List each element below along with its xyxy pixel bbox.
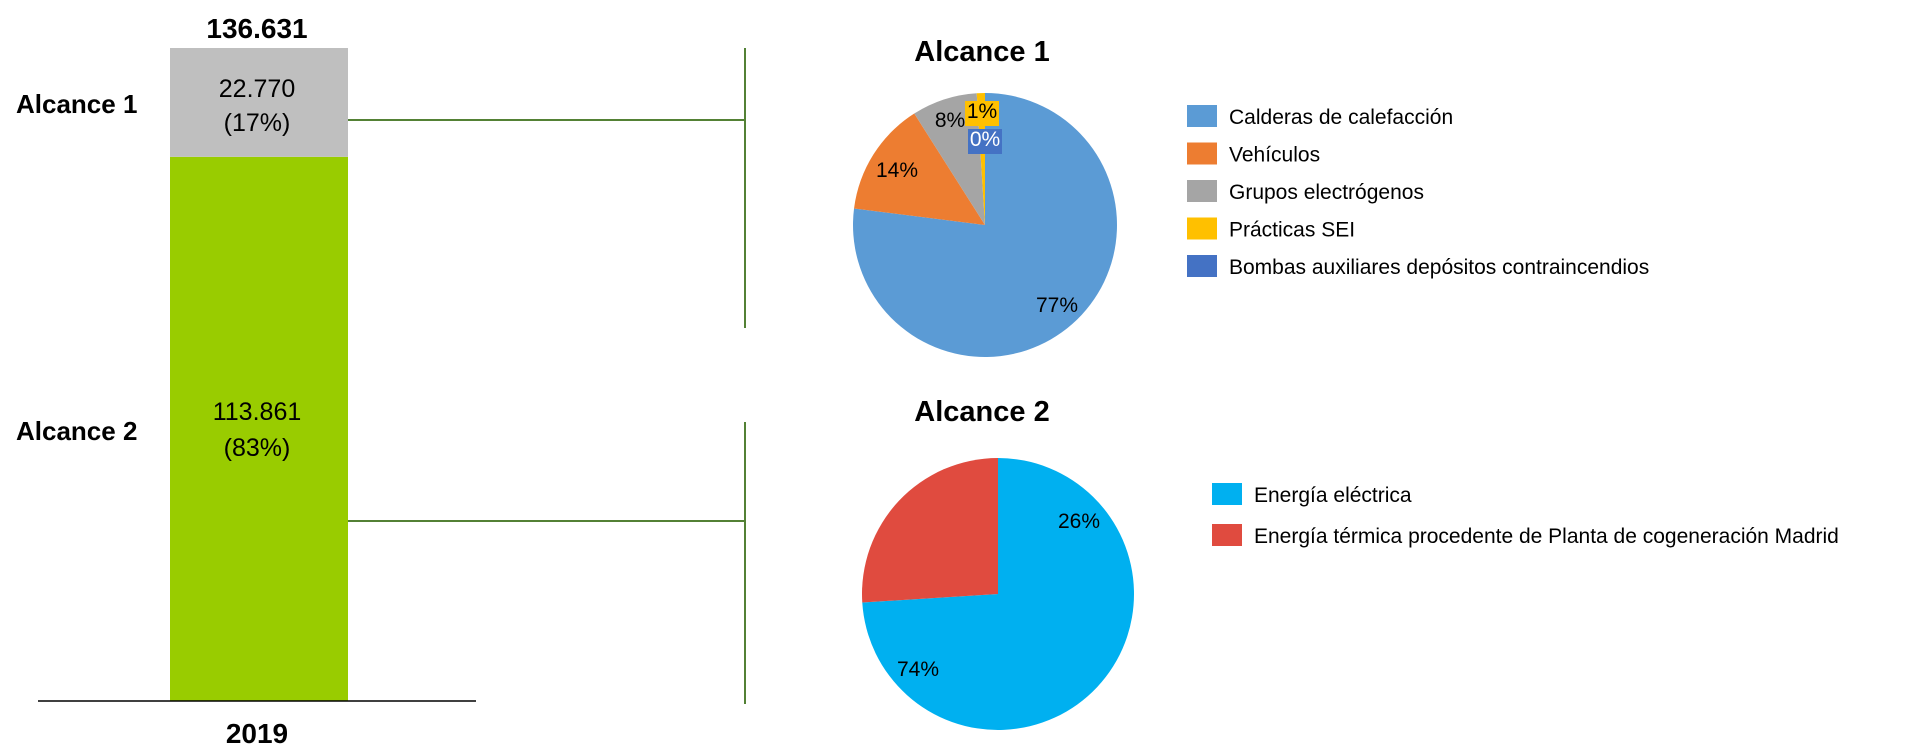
bar-value-label-alcance-2: 113.861	[213, 398, 302, 426]
legend-swatch-calderas-de-calefaccion	[1187, 105, 1217, 127]
x-tick-label: 2019	[226, 718, 288, 744]
slice-label-vehiculos: 14%	[876, 159, 918, 182]
series-label-alcance-1: Alcance 1	[16, 89, 137, 119]
legend-swatch-energia-electrica	[1212, 483, 1242, 505]
legend-alcance-1: Calderas de calefacción Vehículos Grupos e…	[1187, 105, 1649, 279]
pie-chart-alcance-2: Alcance 2 74%26% Energía eléctricaEnergí…	[862, 396, 1839, 730]
slice-label-practicas-sei: 1%	[967, 100, 997, 123]
legend-swatch-practicas-sei	[1187, 217, 1217, 240]
legend-label-energia-electrica: Energía eléctrica	[1254, 484, 1412, 507]
slice-label-energia-termica-procedente-de-planta-de-cogeneracion-madrid: 26%	[1058, 510, 1100, 533]
series-label-alcance-2: Alcance 2	[16, 416, 137, 446]
pie-slice-energia-termica-procedente-de-planta-de-cogeneracion-madrid	[862, 458, 998, 603]
pie-slice-grupos-electrogenos	[914, 93, 985, 225]
slice-label-calderas-de-calefaccion: 77%	[1036, 294, 1078, 317]
pie-title-alcance-2: Alcance 2	[914, 396, 1049, 428]
slice-label-bombas-auxiliares-depositos-contraincendios: 0%	[970, 128, 1000, 151]
legend-label-bombas-auxiliares-depositos-contraincendios: Bombas auxiliares depósitos contraincend…	[1229, 256, 1649, 279]
slice-label-box-bombas-auxiliares-depositos-contraincendios	[968, 129, 1002, 154]
legend-swatch-grupos-electrogenos	[1187, 180, 1217, 202]
slice-label-energia-electrica: 74%	[897, 658, 939, 681]
pie-slice-calderas-de-calefaccion	[852, 93, 1117, 357]
legend-label-practicas-sei: Prácticas SEI	[1229, 219, 1355, 242]
bar-segment-alcance-1	[170, 48, 348, 157]
pie-slice-vehiculos	[854, 113, 985, 225]
bar-value-label-alcance-1: 22.770	[219, 75, 295, 103]
legend-swatch-vehiculos	[1187, 142, 1217, 165]
legend-swatch-bombas-auxiliares-depositos-contraincendios	[1187, 255, 1217, 277]
legend-label-vehiculos: Vehículos	[1229, 144, 1320, 167]
bar-total-label: 136.631	[206, 13, 307, 44]
stacked-bar-chart: 136.631 2019 Alcance 1 Alcance 2 22.770 …	[16, 13, 476, 744]
bar-pct-label-alcance-2: (83%)	[224, 434, 291, 462]
slice-label-grupos-electrogenos: 8%	[935, 109, 965, 132]
bar-segment-alcance-2	[170, 156, 348, 701]
pie-chart-alcance-1: Alcance 1 77% 14% 8% 1% 0% Calderas de calef…	[852, 36, 1649, 357]
slice-label-box-practicas-sei	[965, 101, 999, 126]
legend-label-energia-termica-procedente-de-planta-de-cogeneracion-madrid: Energía térmica procedente de Planta de …	[1254, 525, 1839, 548]
pie-title-alcance-1: Alcance 1	[914, 36, 1049, 68]
legend-alcance-2: Energía eléctrica Energía térmica procede…	[1212, 483, 1839, 548]
bar-pct-label-alcance-1: (17%)	[224, 109, 291, 137]
legend-swatch-energia-termica-procedente-de-planta-de-cogeneracion-madrid	[1212, 524, 1242, 546]
legend-label-grupos-electrogenos: Grupos electrógenos	[1229, 181, 1424, 204]
pie-slice-energia-electrica	[862, 458, 1135, 730]
legend-label-calderas-de-calefaccion: Calderas de calefacción	[1229, 106, 1453, 129]
connector-lines	[348, 48, 746, 704]
